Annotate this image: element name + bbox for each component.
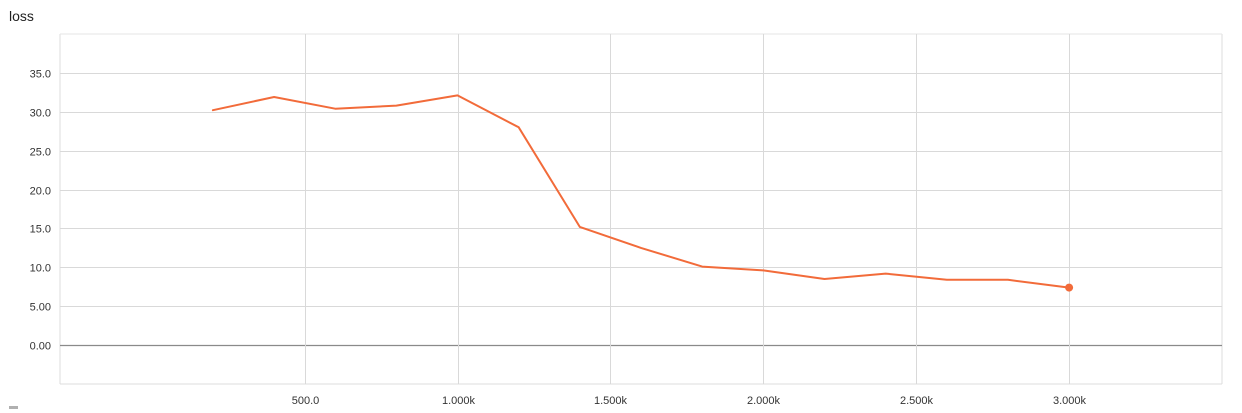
- y-tick-label: 5.00: [30, 302, 51, 314]
- x-tick-label: 1.000k: [442, 395, 476, 407]
- y-tick-label: 15.0: [30, 224, 51, 236]
- tick-labels: 0.00 5.00 10.0 15.0 20.0 25.0 30.0 35.0 500.0 1.0…: [30, 69, 1087, 408]
- y-tick-label: 30.0: [30, 108, 51, 120]
- last-point-marker: [1065, 283, 1074, 292]
- x-tick-label: 500.0: [292, 395, 320, 407]
- x-tick-label: 2.500k: [900, 395, 934, 407]
- x-tick-label: 1.500k: [594, 395, 628, 407]
- series-layer: [211, 94, 1074, 292]
- chart-title: loss: [9, 8, 34, 24]
- y-tick-label: 0.00: [30, 341, 51, 353]
- x-tick-label: 3.000k: [1053, 395, 1087, 407]
- y-tick-label: 25.0: [30, 147, 51, 159]
- y-tick-label: 20.0: [30, 186, 51, 198]
- x-tick-label: 2.000k: [747, 395, 781, 407]
- grid: [59, 33, 1223, 385]
- loss-series-line: [211, 94, 1071, 289]
- expand-icon[interactable]: [9, 406, 18, 409]
- y-tick-label: 10.0: [30, 263, 51, 275]
- y-tick-label: 35.0: [30, 69, 51, 81]
